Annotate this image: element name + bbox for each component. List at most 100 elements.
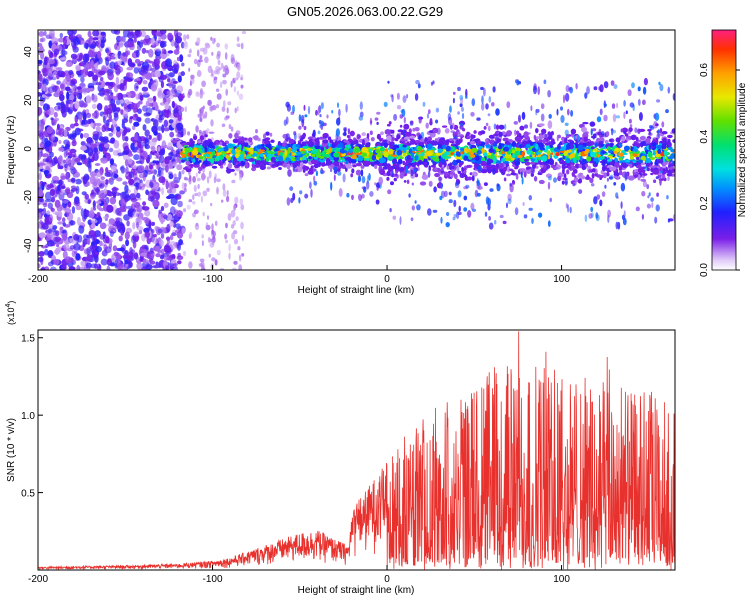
- heatmap-cell: [311, 165, 314, 168]
- heatmap-cell: [351, 159, 356, 164]
- heatmap-cell: [591, 183, 595, 186]
- heatmap-cell: [567, 204, 569, 213]
- heatmap-cell: [173, 94, 178, 97]
- heatmap-cell: [625, 172, 628, 181]
- spectrogram-y-tick-label: -40: [23, 238, 34, 253]
- heatmap-cell: [151, 261, 155, 265]
- heatmap-cell: [580, 156, 583, 161]
- heatmap-cell: [132, 201, 136, 205]
- heatmap-cell: [209, 242, 214, 248]
- heatmap-cell: [173, 103, 178, 110]
- heatmap-cell: [157, 126, 162, 131]
- heatmap-cell: [412, 205, 415, 210]
- heatmap-cell: [170, 235, 174, 241]
- heatmap-cell: [389, 121, 392, 124]
- heatmap-cell: [86, 247, 92, 255]
- heatmap-cell: [484, 126, 487, 130]
- heatmap-cell: [486, 123, 489, 126]
- heatmap-cell: [228, 253, 230, 260]
- heatmap-cell: [610, 166, 616, 171]
- heatmap-cell: [361, 165, 365, 169]
- heatmap-cell: [49, 53, 54, 58]
- heatmap-cell: [74, 201, 81, 206]
- heatmap-cell: [82, 86, 88, 94]
- heatmap-cell: [142, 206, 149, 211]
- heatmap-cell: [77, 86, 82, 90]
- heatmap-cell: [284, 150, 287, 156]
- heatmap-cell: [94, 263, 98, 269]
- heatmap-cell: [614, 151, 618, 154]
- heatmap-cell: [286, 163, 290, 169]
- heatmap-cell: [159, 111, 164, 117]
- heatmap-cell: [183, 251, 186, 256]
- heatmap-cell: [199, 117, 202, 122]
- heatmap-cell: [134, 83, 139, 92]
- heatmap-cell: [85, 194, 89, 200]
- heatmap-cell: [70, 124, 75, 129]
- heatmap-cell: [88, 37, 93, 40]
- heatmap-cell: [205, 43, 209, 48]
- heatmap-cell: [586, 86, 590, 94]
- heatmap-cell: [247, 148, 251, 151]
- heatmap-cell: [446, 139, 449, 143]
- heatmap-cell: [164, 110, 171, 118]
- heatmap-cell: [118, 153, 125, 157]
- heatmap-cell: [289, 161, 292, 163]
- heatmap-cell: [87, 182, 90, 186]
- heatmap-cell: [477, 140, 480, 143]
- heatmap-cell: [148, 221, 151, 229]
- heatmap-cell: [73, 37, 79, 46]
- heatmap-cell: [104, 188, 108, 195]
- heatmap-cell: [235, 216, 238, 221]
- heatmap-cell: [488, 216, 491, 221]
- heatmap-cell: [58, 106, 61, 110]
- heatmap-cell: [145, 139, 149, 143]
- heatmap-cell: [406, 94, 408, 98]
- heatmap-cell: [356, 163, 362, 167]
- heatmap-cell: [472, 209, 476, 212]
- heatmap-cell: [48, 229, 52, 234]
- heatmap-cell: [241, 161, 246, 166]
- heatmap-cell: [623, 100, 626, 107]
- heatmap-cell: [69, 34, 74, 41]
- heatmap-cell: [440, 168, 444, 174]
- heatmap-cell: [86, 137, 93, 144]
- heatmap-cell: [417, 146, 423, 151]
- heatmap-cell: [488, 148, 494, 153]
- heatmap-cell: [165, 246, 171, 253]
- heatmap-cell: [524, 159, 529, 161]
- heatmap-cell: [545, 134, 548, 138]
- heatmap-cell: [214, 176, 217, 183]
- heatmap-cell: [428, 109, 431, 114]
- heatmap-cell: [46, 237, 51, 241]
- heatmap-cell: [657, 149, 661, 154]
- heatmap-cell: [175, 223, 181, 229]
- heatmap-cell: [216, 178, 221, 182]
- heatmap-cell: [489, 96, 492, 103]
- heatmap-cell: [314, 157, 318, 160]
- heatmap-cell: [644, 78, 648, 85]
- heatmap-cell: [212, 38, 215, 45]
- heatmap-cell: [197, 140, 201, 143]
- heatmap-cell: [149, 165, 153, 170]
- heatmap-cell: [96, 40, 101, 48]
- heatmap-cell: [359, 116, 363, 121]
- heatmap-cell: [83, 215, 87, 219]
- heatmap-cell: [442, 125, 447, 127]
- heatmap-cell: [509, 183, 512, 187]
- heatmap-cell: [293, 165, 295, 173]
- heatmap-cell: [312, 168, 317, 172]
- heatmap-cell: [147, 252, 151, 259]
- heatmap-cell: [139, 146, 143, 153]
- heatmap-cell: [134, 67, 139, 74]
- heatmap-cell: [321, 170, 325, 173]
- heatmap-cell: [167, 189, 172, 194]
- heatmap-cell: [659, 177, 662, 186]
- heatmap-cell: [178, 253, 181, 257]
- heatmap-cell: [150, 68, 157, 72]
- heatmap-cell: [207, 100, 212, 106]
- heatmap-cell: [57, 124, 60, 130]
- heatmap-cell: [125, 232, 130, 240]
- heatmap-cell: [529, 208, 533, 211]
- heatmap-cell: [582, 122, 588, 124]
